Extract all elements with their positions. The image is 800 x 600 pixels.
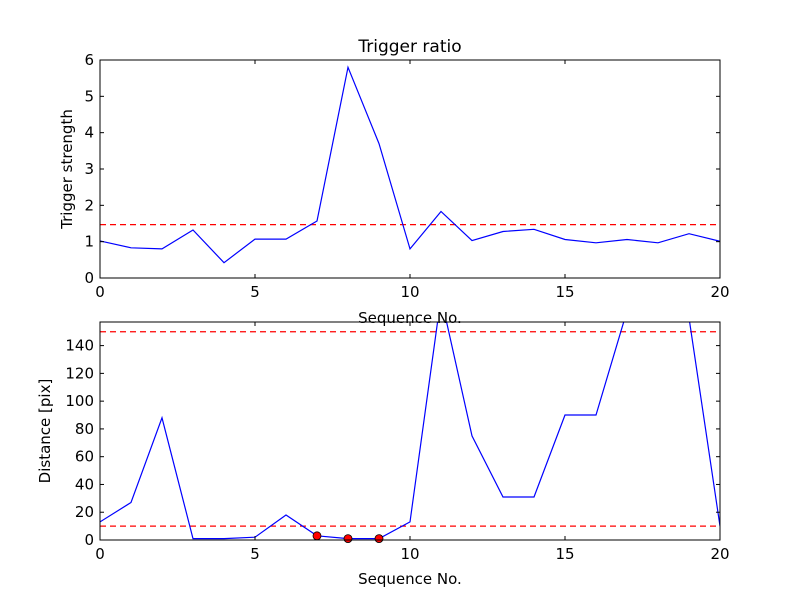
y-tick-label: 120: [65, 364, 94, 382]
x-tick-label: 5: [250, 283, 260, 301]
marker-group: [312, 531, 384, 544]
x-tick-label: 0: [95, 545, 105, 563]
series-group: [100, 322, 720, 540]
y-tick-label: 0: [84, 531, 94, 549]
y-tick-label: 5: [84, 87, 94, 105]
y-tick-label: 3: [84, 160, 94, 178]
data-point-marker: [343, 534, 353, 544]
y-tick-label: 2: [84, 196, 94, 214]
y-tick-label: 6: [84, 51, 94, 69]
series-line: [100, 322, 720, 540]
y-axis-label: Distance [pix]: [36, 379, 54, 484]
y-tick-label: 140: [65, 337, 94, 355]
x-tick-label: 20: [710, 545, 729, 563]
tick-group: 0 5 10 15 20 0 1 2 3 4 5 6: [84, 51, 729, 301]
x-tick-label: 10: [400, 545, 419, 563]
y-tick-label: 80: [75, 420, 94, 438]
x-tick-label: 5: [250, 545, 260, 563]
y-tick-label: 40: [75, 475, 94, 493]
y-axis-label: Trigger strength: [58, 109, 76, 230]
y-tick-label: 100: [65, 392, 94, 410]
data-point-marker: [312, 531, 322, 541]
threshold-lines: [100, 331, 720, 527]
tick-group: 0 5 10 15 20 0 20 40 60 80 100 120 140: [65, 322, 730, 563]
x-tick-label: 15: [555, 283, 574, 301]
series-line: [100, 65, 720, 264]
trigger-ratio-title: Trigger ratio: [357, 37, 461, 57]
y-tick-label: 20: [75, 503, 94, 521]
data-point-marker: [374, 534, 384, 544]
x-tick-label: 0: [95, 283, 105, 301]
y-tick-label: 4: [84, 124, 94, 142]
x-axis-label: Sequence No.: [358, 570, 462, 588]
x-tick-label: 20: [710, 283, 729, 301]
y-tick-label: 60: [75, 448, 94, 466]
series-group: [100, 65, 720, 264]
x-tick-label: 10: [400, 283, 419, 301]
x-tick-label: 15: [555, 545, 574, 563]
y-tick-label: 0: [84, 269, 94, 287]
y-tick-label: 1: [84, 233, 94, 251]
